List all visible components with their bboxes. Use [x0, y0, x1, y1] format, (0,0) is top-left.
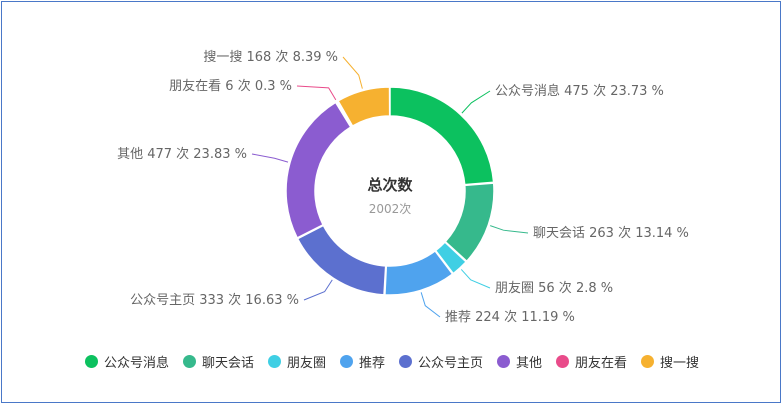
- slice-8[interactable]: [337, 86, 391, 128]
- legend-item-3[interactable]: 朋友圈: [267, 352, 326, 371]
- slice-1[interactable]: [389, 86, 495, 186]
- legend-label: 其他: [516, 356, 543, 371]
- legend-item-2[interactable]: 聊天会话: [182, 352, 254, 371]
- slice-label-4: 推荐 224 次 11.19 %: [445, 309, 575, 325]
- legend-swatch: [641, 355, 655, 368]
- slice-label-6: 其他 477 次 23.83 %: [117, 146, 247, 162]
- leader-line-6: [251, 153, 289, 163]
- legend-label: 朋友在看: [575, 356, 628, 371]
- legend: 公众号消息 聊天会话 朋友圈 推荐 公众号主页 其他 朋友在看 搜一搜: [0, 352, 784, 371]
- legend-swatch: [182, 355, 196, 368]
- leader-line-8: [342, 56, 363, 89]
- slice-labels-group: 公众号消息 475 次 23.73 % 聊天会话 263 次 13.14 % 朋友圈…: [117, 49, 689, 325]
- legend-swatch: [339, 355, 353, 368]
- legend-item-4[interactable]: 推荐: [339, 352, 385, 371]
- leader-line-2: [490, 225, 529, 234]
- legend-swatch: [399, 355, 412, 368]
- slice-6[interactable]: [285, 101, 352, 239]
- center-subtitle: 2002次: [369, 202, 412, 216]
- leader-line-4: [420, 292, 441, 318]
- slice-2[interactable]: [444, 182, 495, 263]
- legend-item-7[interactable]: 朋友在看: [556, 352, 627, 371]
- leader-line-1: [461, 90, 491, 114]
- slice-label-8: 搜一搜 168 次 8.39 %: [203, 49, 338, 65]
- legend-item-1[interactable]: 公众号消息: [84, 352, 169, 371]
- legend-label: 搜一搜: [660, 356, 700, 371]
- leader-line-7: [296, 85, 337, 101]
- legend-swatch: [556, 355, 570, 368]
- legend-swatch: [267, 355, 281, 368]
- legend-swatch: [497, 355, 511, 368]
- slice-label-7: 朋友在看 6 次 0.3 %: [169, 78, 292, 94]
- slice-label-3: 朋友圈 56 次 2.8 %: [495, 280, 613, 296]
- legend-label: 公众号消息: [103, 356, 169, 371]
- legend-label: 公众号主页: [418, 356, 484, 371]
- legend-label: 朋友圈: [286, 356, 326, 371]
- leader-line-5: [303, 279, 333, 301]
- legend-item-5[interactable]: 公众号主页: [399, 352, 483, 371]
- slice-label-5: 公众号主页 333 次 16.63 %: [130, 292, 299, 308]
- slices-group: [285, 86, 495, 296]
- leader-lines-group: [251, 56, 529, 318]
- legend-swatch: [84, 355, 98, 368]
- slice-4[interactable]: [384, 249, 454, 296]
- slice-5[interactable]: [296, 224, 387, 296]
- legend-item-6[interactable]: 其他: [497, 352, 542, 371]
- legend-item-8[interactable]: 搜一搜: [641, 352, 699, 371]
- slice-label-2: 聊天会话 263 次 13.14 %: [533, 225, 689, 241]
- legend-label: 聊天会话: [201, 356, 254, 371]
- center-title: 总次数: [367, 176, 413, 194]
- legend-label: 推荐: [358, 356, 385, 371]
- leader-line-3: [460, 269, 491, 289]
- slice-label-1: 公众号消息 475 次 23.73 %: [495, 83, 664, 99]
